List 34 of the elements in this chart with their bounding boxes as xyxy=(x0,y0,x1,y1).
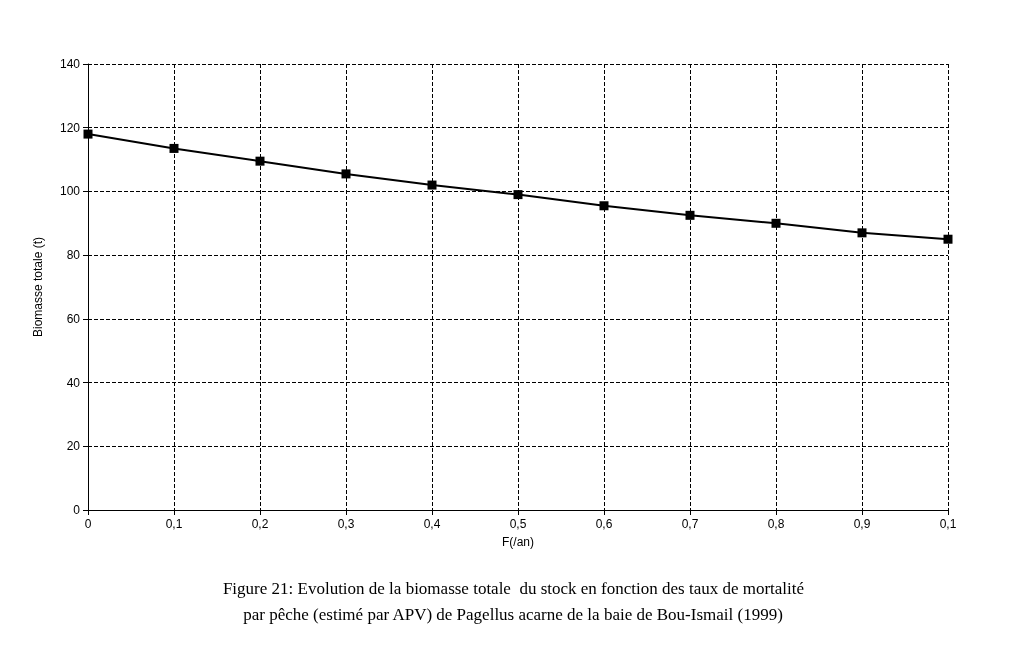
x-tick-label: 0,6 xyxy=(595,517,613,531)
point xyxy=(341,169,351,179)
y-tick-label: 0 xyxy=(73,503,81,517)
y-tick-label: 100 xyxy=(59,184,81,199)
point xyxy=(427,180,437,190)
x-tick-label: 0,1 xyxy=(165,517,183,531)
point xyxy=(513,190,523,200)
y-tick-label: 60 xyxy=(66,311,81,326)
point xyxy=(943,234,953,244)
x-axis-title: F(/an) xyxy=(501,535,535,549)
point xyxy=(169,143,179,153)
y-tick-label: 120 xyxy=(59,120,81,135)
x-tick-label: 0,1 xyxy=(939,517,957,531)
caption: Figure 21: Evolution de la biomasse totale du stock en fonction des taux de mortalité xyxy=(222,579,805,598)
y-tick-label: 40 xyxy=(66,375,81,390)
x-tick-label: 0,5 xyxy=(509,517,527,531)
x-tick-label: 0,4 xyxy=(423,517,441,531)
point xyxy=(83,129,93,139)
y-tick-label: 80 xyxy=(66,248,81,263)
point xyxy=(599,201,609,211)
text: par pêche (estimé par APV) de Pagellus acarne de la baie de Bou-Ismail (1999) xyxy=(243,605,783,624)
x-tick-label: 0,3 xyxy=(337,517,355,531)
x-tick-label: 0,8 xyxy=(767,517,785,531)
point xyxy=(255,156,265,166)
point xyxy=(771,218,781,228)
x-tick-label: 0,2 xyxy=(251,517,269,531)
x-tick-label: 0 xyxy=(84,517,92,531)
point xyxy=(857,228,867,238)
y-tick-label: 20 xyxy=(66,439,81,454)
y-axis-title: Biomasse totale (t) xyxy=(31,236,45,338)
point xyxy=(685,210,695,220)
x-tick-label: 0,7 xyxy=(681,517,699,531)
x-tick-label: 0,9 xyxy=(853,517,871,531)
y-tick-label: 140 xyxy=(59,57,81,71)
